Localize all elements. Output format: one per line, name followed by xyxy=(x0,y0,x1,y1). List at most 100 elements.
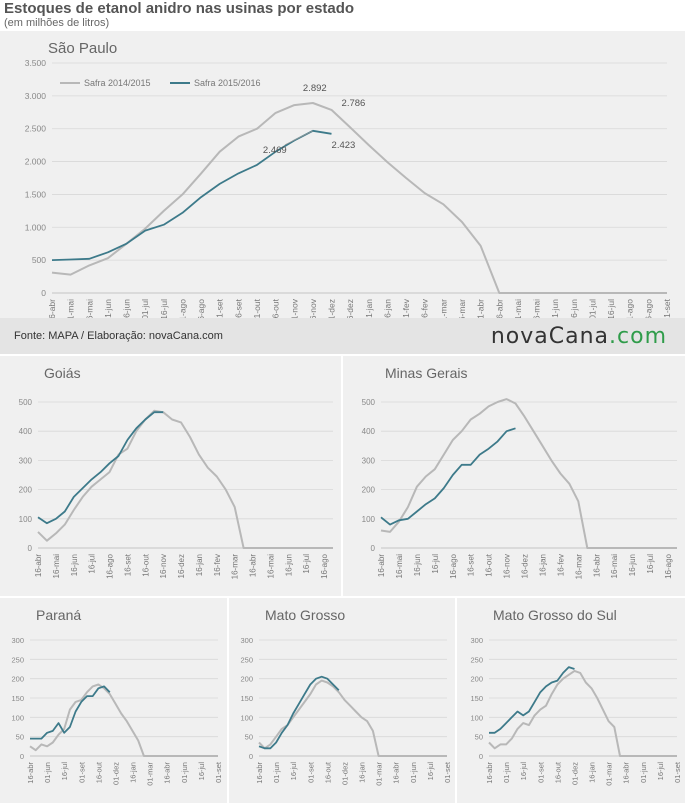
y-tick-label: 500 xyxy=(32,255,46,265)
chart-title: Mato Grosso do Sul xyxy=(493,607,617,623)
series-line-2014-2015 xyxy=(258,679,447,757)
x-tick-label: 16-abr xyxy=(47,299,57,318)
legend-label: Safra 2015/2016 xyxy=(194,78,261,88)
legend-label: Safra 2014/2015 xyxy=(84,78,151,88)
x-tick-label: 16-mai xyxy=(52,554,61,579)
x-tick-label: 16-out xyxy=(485,553,494,576)
chart-panel-pr: Paraná 0 50 100 150 200 250 300 16-abr 01-jun 16-j… xyxy=(0,598,227,803)
x-tick-label: 16-abr xyxy=(485,762,494,784)
chart-panel-sp: São Paulo 0 500 1.000 1.500 2.000 2.500 3.000 3.… xyxy=(0,31,685,318)
novacana-logo[interactable]: novaCana.com xyxy=(491,324,667,349)
y-tick-label: 1.500 xyxy=(25,189,47,199)
series-line-2015-2016 xyxy=(51,129,332,261)
x-tick-label: 01-set xyxy=(662,298,672,318)
x-tick-label: 16-abr xyxy=(26,762,35,784)
x-tick-label: 01-set xyxy=(443,761,452,783)
x-tick-label: 16-out xyxy=(141,553,150,576)
data-label: 2.786 xyxy=(342,98,366,109)
chart-title: Goiás xyxy=(44,365,81,381)
x-tick-label: 01-jun xyxy=(409,762,418,783)
x-tick-label: 01-set xyxy=(215,298,225,318)
series-line-2014-2015 xyxy=(380,398,677,549)
chart-title: Mato Grosso xyxy=(265,607,345,623)
x-tick-label: 16-jun xyxy=(628,554,637,576)
data-label: 2.423 xyxy=(332,140,356,151)
y-tick-label: 400 xyxy=(362,427,376,436)
x-tick-label: 01-set xyxy=(536,761,545,783)
x-tick-label: 01-jul xyxy=(140,299,150,318)
x-tick-label: 16-jan xyxy=(129,762,138,783)
y-tick-label: 100 xyxy=(470,713,483,722)
x-tick-label: 01-jun xyxy=(180,762,189,783)
x-tick-label: 16-jul xyxy=(519,762,528,781)
series-line-2015-2016 xyxy=(489,666,575,734)
x-tick-label: 16-abr xyxy=(34,554,43,577)
y-tick-label: 2.000 xyxy=(25,157,47,167)
x-tick-label: 16-jul xyxy=(197,762,206,781)
chart-panel-ms: Mato Grosso do Sul 0 50 100 150 200 250 300 16-a… xyxy=(457,598,685,803)
y-tick-label: 300 xyxy=(19,456,33,465)
x-tick-label: 16-ago xyxy=(106,553,115,578)
x-tick-label: 01-abr xyxy=(476,299,486,318)
x-tick-label: 16-jul xyxy=(656,762,665,781)
x-tick-label: 16-ago xyxy=(196,299,206,318)
x-tick-label: 16-jan xyxy=(195,554,204,576)
x-tick-label: 16-jun xyxy=(122,299,132,318)
series-line-2014-2015 xyxy=(37,409,333,549)
x-tick-label: 01-set xyxy=(214,761,223,783)
x-tick-label: 01-set xyxy=(306,761,315,783)
footer-bar: Fonte: MAPA / Elaboração: novaCana.com n… xyxy=(0,318,685,354)
x-tick-label: 01-ago xyxy=(625,299,635,318)
chart-panel-mt: Mato Grosso 0 50 100 150 200 250 300 16-abr 01-ju… xyxy=(229,598,455,803)
y-tick-label: 250 xyxy=(11,655,24,664)
y-tick-label: 0 xyxy=(28,544,33,553)
y-tick-label: 0 xyxy=(41,288,46,298)
x-tick-label: 01-mar xyxy=(438,299,448,318)
x-tick-label: 01-jan xyxy=(364,299,374,318)
x-tick-label: 16-abr xyxy=(592,554,601,577)
x-tick-label: 16-abr xyxy=(163,762,172,784)
chart-sao-paulo: São Paulo 0 500 1.000 1.500 2.000 2.500 3.000 3.… xyxy=(25,40,672,318)
logo-main: novaCana xyxy=(490,324,610,349)
x-tick-label: 16-ago xyxy=(643,299,653,318)
y-tick-label: 400 xyxy=(19,427,33,436)
x-tick-label: 01-dez xyxy=(340,762,349,785)
x-tick-label: 16-out xyxy=(553,761,562,783)
x-tick-label: 16-ago xyxy=(664,553,673,578)
chart-minas-gerais: Minas Gerais 0 100 200 300 400 500 16-abr 16-mai… xyxy=(362,365,677,579)
x-tick-label: 16-abr xyxy=(255,762,264,784)
x-tick-label: 01-jun xyxy=(103,299,113,318)
y-tick-label: 150 xyxy=(240,694,253,703)
x-tick-label: 01-jun xyxy=(550,299,560,318)
page-title: Estoques de etanol anidro nas usinas por… xyxy=(4,0,355,17)
data-label: 2.469 xyxy=(263,145,287,156)
x-tick-label: 16-dez xyxy=(521,554,530,578)
series-line-2015-2016 xyxy=(30,685,111,740)
y-tick-label: 100 xyxy=(11,713,24,722)
y-tick-label: 250 xyxy=(240,655,253,664)
x-tick-label: 01-fev xyxy=(401,298,411,318)
x-tick-label: 01-jul xyxy=(587,299,597,318)
x-tick-label: 16-jul xyxy=(159,299,169,318)
x-tick-label: 16-jun xyxy=(284,554,293,576)
series-line-2014-2015 xyxy=(51,102,667,294)
x-tick-label: 16-jul xyxy=(289,762,298,781)
logo-suffix: .com xyxy=(609,324,667,349)
x-tick-label: 16-dez xyxy=(177,554,186,578)
x-tick-label: 01-out xyxy=(252,298,262,318)
x-tick-label: 01-ago xyxy=(177,299,187,318)
page-subtitle: (em milhões de litros) xyxy=(4,17,110,29)
x-tick-label: 16-mar xyxy=(457,299,467,318)
source-note: Fonte: MAPA / Elaboração: novaCana.com xyxy=(14,330,223,342)
y-tick-label: 100 xyxy=(240,713,253,722)
y-tick-label: 200 xyxy=(11,675,24,684)
x-tick-label: 01-dez xyxy=(327,299,337,318)
x-tick-label: 16-jun xyxy=(569,299,579,318)
x-tick-label: 16-fev xyxy=(420,298,430,318)
x-tick-label: 16-fev xyxy=(556,554,565,576)
x-tick-label: 01-mai xyxy=(66,299,76,318)
y-tick-label: 500 xyxy=(362,398,376,407)
x-tick-label: 16-jun xyxy=(413,554,422,576)
y-tick-label: 100 xyxy=(362,515,376,524)
y-tick-label: 0 xyxy=(249,752,253,761)
